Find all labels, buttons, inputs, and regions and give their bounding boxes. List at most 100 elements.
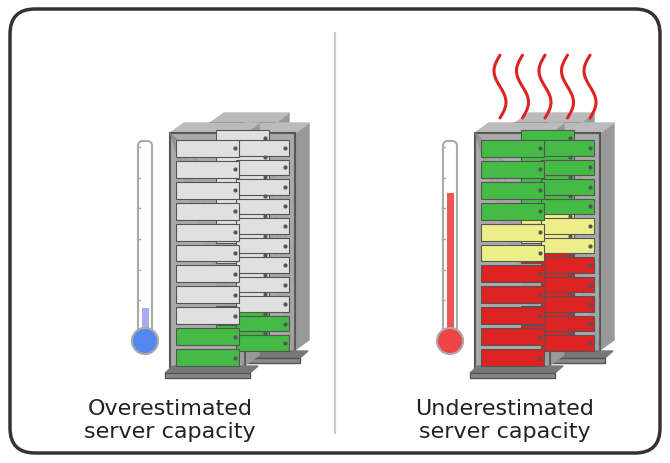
- FancyBboxPatch shape: [521, 326, 574, 341]
- FancyBboxPatch shape: [481, 245, 544, 262]
- FancyBboxPatch shape: [176, 350, 239, 366]
- FancyBboxPatch shape: [541, 180, 594, 195]
- FancyBboxPatch shape: [541, 297, 594, 312]
- FancyBboxPatch shape: [443, 142, 457, 337]
- FancyBboxPatch shape: [481, 266, 544, 283]
- FancyBboxPatch shape: [236, 336, 289, 351]
- Polygon shape: [170, 124, 259, 134]
- FancyBboxPatch shape: [481, 307, 544, 325]
- FancyBboxPatch shape: [216, 228, 269, 244]
- FancyBboxPatch shape: [481, 287, 544, 304]
- FancyBboxPatch shape: [176, 307, 239, 325]
- Polygon shape: [475, 124, 564, 134]
- Polygon shape: [245, 124, 259, 365]
- FancyBboxPatch shape: [236, 258, 289, 273]
- FancyBboxPatch shape: [470, 373, 555, 378]
- Polygon shape: [295, 124, 309, 350]
- FancyBboxPatch shape: [521, 287, 574, 302]
- FancyBboxPatch shape: [481, 224, 544, 241]
- FancyBboxPatch shape: [521, 170, 574, 185]
- FancyBboxPatch shape: [481, 182, 544, 199]
- FancyBboxPatch shape: [236, 180, 289, 195]
- FancyBboxPatch shape: [481, 203, 544, 220]
- FancyBboxPatch shape: [176, 287, 239, 304]
- FancyBboxPatch shape: [535, 134, 600, 358]
- FancyBboxPatch shape: [216, 189, 269, 205]
- FancyBboxPatch shape: [176, 203, 239, 220]
- FancyBboxPatch shape: [225, 358, 300, 363]
- FancyBboxPatch shape: [481, 141, 544, 157]
- Polygon shape: [275, 114, 289, 340]
- FancyBboxPatch shape: [521, 267, 574, 283]
- Text: Overestimated
server capacity: Overestimated server capacity: [84, 398, 256, 441]
- FancyBboxPatch shape: [138, 142, 152, 337]
- FancyBboxPatch shape: [170, 134, 245, 373]
- FancyBboxPatch shape: [210, 124, 275, 348]
- FancyBboxPatch shape: [541, 199, 594, 215]
- FancyBboxPatch shape: [230, 134, 295, 358]
- FancyBboxPatch shape: [521, 248, 574, 263]
- FancyBboxPatch shape: [141, 308, 149, 334]
- FancyBboxPatch shape: [165, 373, 250, 378]
- FancyBboxPatch shape: [236, 219, 289, 234]
- FancyBboxPatch shape: [541, 160, 594, 176]
- FancyBboxPatch shape: [176, 266, 239, 283]
- FancyBboxPatch shape: [236, 141, 289, 156]
- Text: Underestimated
server capacity: Underestimated server capacity: [415, 398, 594, 441]
- Polygon shape: [530, 351, 613, 358]
- Polygon shape: [515, 114, 594, 124]
- Polygon shape: [535, 124, 614, 134]
- FancyBboxPatch shape: [521, 131, 574, 146]
- FancyBboxPatch shape: [216, 287, 269, 302]
- FancyBboxPatch shape: [475, 134, 550, 373]
- Polygon shape: [470, 366, 563, 373]
- FancyBboxPatch shape: [236, 316, 289, 332]
- FancyBboxPatch shape: [205, 348, 280, 353]
- Polygon shape: [210, 114, 289, 124]
- FancyBboxPatch shape: [541, 336, 594, 351]
- FancyBboxPatch shape: [481, 162, 544, 178]
- Circle shape: [132, 328, 158, 354]
- FancyBboxPatch shape: [10, 10, 660, 453]
- FancyBboxPatch shape: [236, 297, 289, 312]
- FancyBboxPatch shape: [541, 141, 594, 156]
- FancyBboxPatch shape: [236, 238, 289, 254]
- Polygon shape: [225, 351, 308, 358]
- FancyBboxPatch shape: [216, 131, 269, 146]
- FancyBboxPatch shape: [176, 162, 239, 178]
- FancyBboxPatch shape: [541, 258, 594, 273]
- FancyBboxPatch shape: [510, 348, 585, 353]
- Circle shape: [437, 328, 463, 354]
- FancyBboxPatch shape: [216, 248, 269, 263]
- FancyBboxPatch shape: [521, 150, 574, 166]
- FancyBboxPatch shape: [176, 141, 239, 157]
- FancyBboxPatch shape: [236, 199, 289, 215]
- FancyBboxPatch shape: [446, 193, 454, 334]
- FancyBboxPatch shape: [216, 267, 269, 283]
- FancyBboxPatch shape: [236, 277, 289, 293]
- FancyBboxPatch shape: [481, 328, 544, 345]
- FancyBboxPatch shape: [530, 358, 605, 363]
- FancyBboxPatch shape: [216, 170, 269, 185]
- Polygon shape: [230, 124, 309, 134]
- FancyBboxPatch shape: [521, 189, 574, 205]
- FancyBboxPatch shape: [521, 228, 574, 244]
- FancyBboxPatch shape: [176, 224, 239, 241]
- Polygon shape: [600, 124, 614, 350]
- FancyBboxPatch shape: [216, 326, 269, 341]
- FancyBboxPatch shape: [216, 150, 269, 166]
- FancyBboxPatch shape: [216, 306, 269, 322]
- FancyBboxPatch shape: [541, 219, 594, 234]
- FancyBboxPatch shape: [521, 306, 574, 322]
- FancyBboxPatch shape: [216, 209, 269, 224]
- Polygon shape: [580, 114, 594, 340]
- FancyBboxPatch shape: [176, 182, 239, 199]
- FancyBboxPatch shape: [541, 316, 594, 332]
- Polygon shape: [550, 124, 564, 365]
- FancyBboxPatch shape: [541, 277, 594, 293]
- FancyBboxPatch shape: [515, 124, 580, 348]
- FancyBboxPatch shape: [176, 328, 239, 345]
- FancyBboxPatch shape: [236, 160, 289, 176]
- FancyBboxPatch shape: [176, 245, 239, 262]
- FancyBboxPatch shape: [541, 238, 594, 254]
